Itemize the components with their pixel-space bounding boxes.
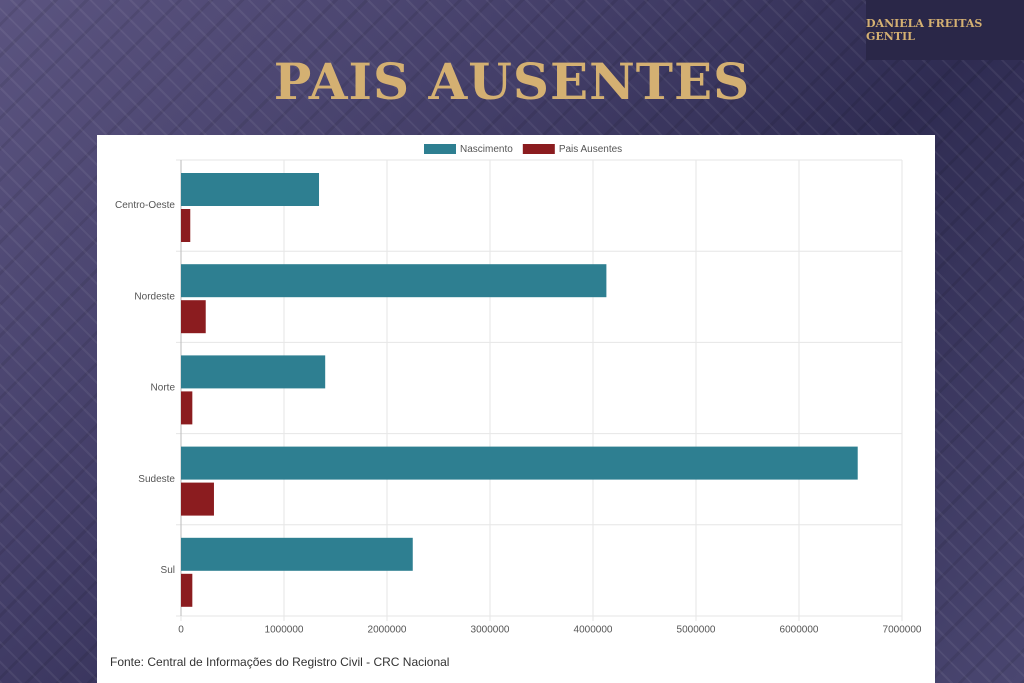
x-tick-label: 6000000 [780,625,819,636]
legend-label: Nascimento [460,144,513,155]
y-tick-label: Nordeste [134,291,175,302]
y-tick-label: Sul [161,565,175,576]
x-tick-label: 3000000 [471,625,510,636]
bar [181,264,607,298]
bar [181,173,320,206]
bar [181,482,214,516]
bar [181,573,193,607]
bar [181,537,413,571]
x-tick-label: 2000000 [368,625,407,636]
chart: 0 1000000 2000000 3000000 4000000 5000000 6000… [115,144,922,636]
chart-panel: 0 1000000 2000000 3000000 4000000 5000000 6000… [97,135,935,683]
y-tick-label: Centro-Oeste [115,200,175,211]
legend-swatch [424,144,456,154]
bar [181,209,191,242]
x-tick-label: 1000000 [265,625,304,636]
bar [181,300,206,334]
x-tick-label: 0 [178,625,184,636]
source-note: Fonte: Central de Informações do Registr… [110,655,450,669]
y-tick-label: Norte [151,383,176,394]
bar [181,446,858,480]
x-tick-label: 4000000 [574,625,613,636]
legend-label: Pais Ausentes [559,144,622,155]
legend-swatch [522,144,555,154]
x-tick-label: 5000000 [677,625,716,636]
bar [181,355,326,389]
x-tick-label: 7000000 [883,625,922,636]
author-badge: DANIELA FREITAS GENTIL [866,0,1024,60]
bar [181,391,193,425]
y-tick-label: Sudeste [138,474,175,485]
page-title: PAIS AUSENTES [273,52,751,111]
